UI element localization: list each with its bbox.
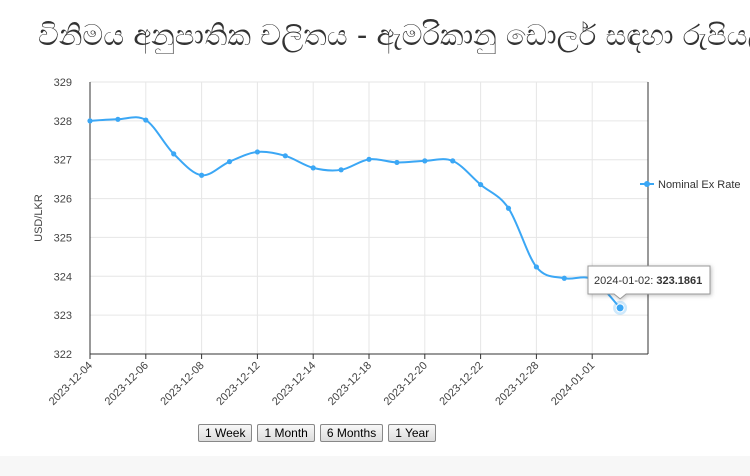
data-point bbox=[115, 116, 121, 122]
data-point bbox=[533, 264, 540, 270]
y-tick-label: 324 bbox=[54, 271, 72, 283]
range-6-months-button[interactable]: 6 Months bbox=[319, 424, 384, 442]
footer-band bbox=[0, 456, 750, 476]
range-1-year-button[interactable]: 1 Year bbox=[388, 424, 437, 442]
data-point bbox=[171, 151, 177, 157]
data-point bbox=[199, 172, 205, 178]
x-tick-label: 2023-12-04 bbox=[47, 360, 95, 408]
data-point bbox=[87, 118, 93, 124]
data-point bbox=[450, 158, 456, 164]
range-button-group: 1 Week 1 Month 6 Months 1 Year bbox=[198, 424, 437, 442]
y-tick-label: 325 bbox=[54, 232, 72, 244]
x-tick-label: 2023-12-18 bbox=[326, 360, 374, 408]
x-tick-label: 2023-12-22 bbox=[437, 360, 485, 408]
legend-marker bbox=[644, 181, 650, 187]
y-tick-label: 323 bbox=[54, 310, 72, 322]
y-tick-label: 329 bbox=[54, 77, 72, 89]
x-tick-label: 2023-12-28 bbox=[493, 360, 541, 408]
tooltip-box bbox=[587, 265, 711, 300]
highlighted-data-point bbox=[615, 303, 625, 313]
y-tick-label: 328 bbox=[54, 116, 72, 128]
data-point bbox=[226, 159, 233, 165]
data-point bbox=[254, 149, 260, 155]
data-point bbox=[422, 158, 428, 164]
y-tick-label: 322 bbox=[54, 349, 72, 361]
page-title: විනිමය අනුපාතික චලිතය - ඇමරිකානු ඩොලර් ස… bbox=[38, 18, 750, 52]
data-point bbox=[478, 181, 484, 188]
x-tick-label: 2023-12-06 bbox=[103, 360, 151, 408]
data-point bbox=[338, 167, 344, 173]
x-tick-label: 2023-12-12 bbox=[214, 360, 262, 408]
tooltip-text: 2024-01-02: 323.1861 bbox=[594, 275, 702, 287]
x-tick-label: 2024-01-01 bbox=[549, 360, 597, 408]
data-point bbox=[394, 159, 400, 166]
legend-label: Nominal Ex Rate bbox=[658, 179, 741, 191]
y-tick-label: 326 bbox=[54, 194, 72, 206]
y-axis-label: USD/LKR bbox=[33, 194, 45, 242]
data-point bbox=[366, 156, 372, 162]
data-point bbox=[282, 153, 288, 159]
data-point bbox=[505, 205, 512, 211]
y-tick-label: 327 bbox=[54, 155, 72, 167]
range-1-month-button[interactable]: 1 Month bbox=[257, 424, 315, 442]
range-1-week-button[interactable]: 1 Week bbox=[198, 424, 253, 442]
x-tick-label: 2023-12-20 bbox=[382, 360, 430, 408]
data-point bbox=[143, 117, 149, 123]
series-line bbox=[89, 116, 621, 309]
data-point bbox=[561, 275, 567, 281]
x-tick-label: 2023-12-14 bbox=[270, 360, 318, 408]
x-tick-label: 2023-12-08 bbox=[158, 360, 206, 408]
data-point bbox=[310, 165, 316, 171]
